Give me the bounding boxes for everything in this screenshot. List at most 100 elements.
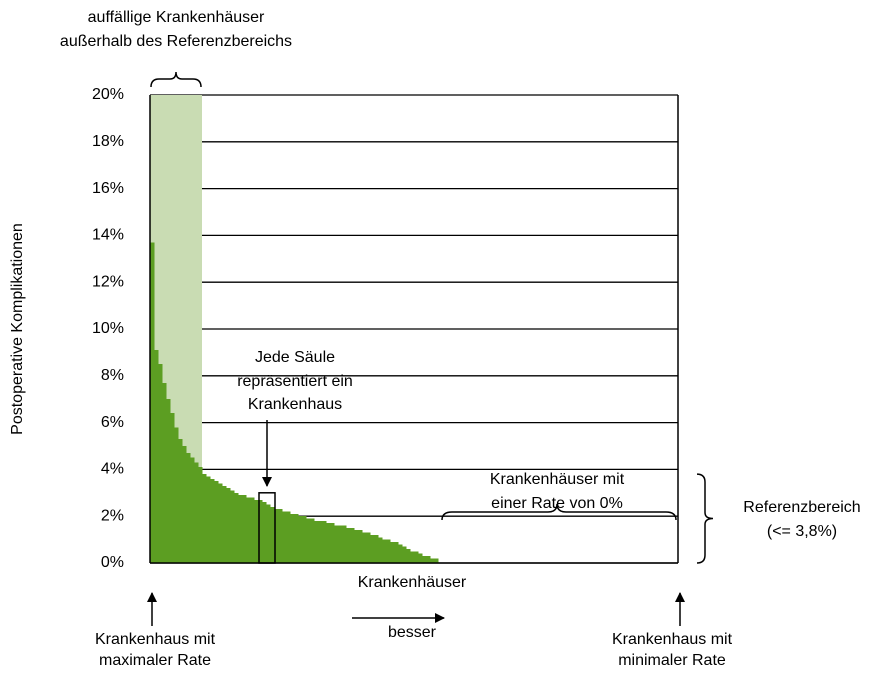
bar xyxy=(262,502,267,563)
bar xyxy=(250,497,255,563)
bar xyxy=(358,530,363,563)
y-tick-label: 16% xyxy=(92,180,124,197)
bar xyxy=(374,534,379,563)
bar xyxy=(182,446,187,563)
bar xyxy=(170,413,175,563)
y-tick-label: 20% xyxy=(92,86,124,103)
plot-area: 0% 2% 4% 6% 8% 10% 12% 14% 16% 18% 20% xyxy=(92,86,714,571)
bar xyxy=(242,495,247,563)
x-axis-title: Krankenhäuser xyxy=(358,574,467,591)
annotation: Krankenhäuser mit xyxy=(490,471,625,488)
bar xyxy=(198,467,203,563)
bar xyxy=(282,511,287,563)
bar xyxy=(186,453,191,563)
y-tick-label: 6% xyxy=(101,414,124,431)
y-tick-label: 0% xyxy=(101,554,124,571)
bar xyxy=(290,513,295,563)
bar xyxy=(402,546,407,563)
bar xyxy=(366,532,371,563)
y-tick-label: 18% xyxy=(92,133,124,150)
y-tick-label: 8% xyxy=(101,367,124,384)
bar xyxy=(418,553,423,563)
bar xyxy=(202,474,207,563)
bar xyxy=(334,525,339,563)
bar xyxy=(210,478,215,563)
bar xyxy=(350,527,355,563)
bar xyxy=(370,534,375,563)
single-bar-box xyxy=(258,492,276,564)
bar xyxy=(266,504,271,563)
bar xyxy=(254,499,259,563)
bar xyxy=(410,551,415,563)
bar xyxy=(214,481,219,563)
bar xyxy=(322,520,327,563)
bar xyxy=(382,539,387,563)
bar xyxy=(314,520,319,563)
bar xyxy=(258,499,263,563)
annotation: Krankenhaus mit xyxy=(95,631,216,648)
bar xyxy=(354,530,359,563)
bar xyxy=(342,525,347,563)
bar xyxy=(430,558,435,563)
annotation: Krankenhaus mit xyxy=(612,631,733,648)
bar xyxy=(246,497,251,563)
bar xyxy=(190,457,195,563)
bar xyxy=(386,539,391,563)
bar xyxy=(306,518,311,563)
bar xyxy=(426,555,431,563)
bar xyxy=(226,488,231,563)
bar xyxy=(406,548,411,563)
y-axis-title: Postoperative Komplikationen xyxy=(9,223,26,435)
bar xyxy=(390,541,395,563)
annotation: minimaler Rate xyxy=(618,652,726,669)
annotation: Referenzbereich xyxy=(743,499,860,516)
brace xyxy=(441,503,677,521)
bar xyxy=(398,544,403,563)
bar xyxy=(422,555,427,563)
bar xyxy=(278,509,283,563)
bar xyxy=(326,523,331,563)
bar xyxy=(194,462,199,563)
bar xyxy=(434,558,439,563)
bar xyxy=(294,513,299,563)
bar xyxy=(222,485,227,563)
brace xyxy=(696,473,714,564)
annotations: auffällige Krankenhäuser außerhalb des R… xyxy=(60,9,861,669)
bar xyxy=(166,399,171,563)
annotation: (<= 3,8%) xyxy=(767,523,837,540)
annotation: einer Rate von 0% xyxy=(491,495,623,512)
bar xyxy=(154,350,159,563)
bar xyxy=(174,427,179,563)
bar xyxy=(178,438,183,563)
annotation: auffällige Krankenhäuser xyxy=(88,9,265,26)
bar xyxy=(318,520,323,563)
annotation: besser xyxy=(388,624,437,641)
y-tick-label: 12% xyxy=(92,273,124,290)
bar xyxy=(162,382,167,563)
annotation: Krankenhaus xyxy=(248,396,342,413)
bar xyxy=(270,506,275,563)
bar xyxy=(346,527,351,563)
bar xyxy=(238,495,243,563)
annotation: maximaler Rate xyxy=(99,652,211,669)
bar xyxy=(394,541,399,563)
bar xyxy=(330,523,335,563)
bar xyxy=(234,492,239,563)
y-tick-label: 4% xyxy=(101,461,124,478)
annotation: außerhalb des Referenzbereichs xyxy=(60,33,292,50)
bar xyxy=(206,476,211,563)
bar xyxy=(298,516,303,563)
y-tick-label: 2% xyxy=(101,507,124,524)
bar xyxy=(414,551,419,563)
annotation: repräsentiert ein xyxy=(237,373,353,390)
annotation: Jede Säule xyxy=(255,349,335,366)
brace xyxy=(150,71,202,88)
bar xyxy=(302,516,307,563)
bar xyxy=(338,525,343,563)
bar xyxy=(150,242,155,564)
bar xyxy=(230,490,235,563)
bar xyxy=(310,518,315,563)
y-tick-label: 14% xyxy=(92,227,124,244)
bar xyxy=(362,532,367,563)
bar xyxy=(378,537,383,563)
